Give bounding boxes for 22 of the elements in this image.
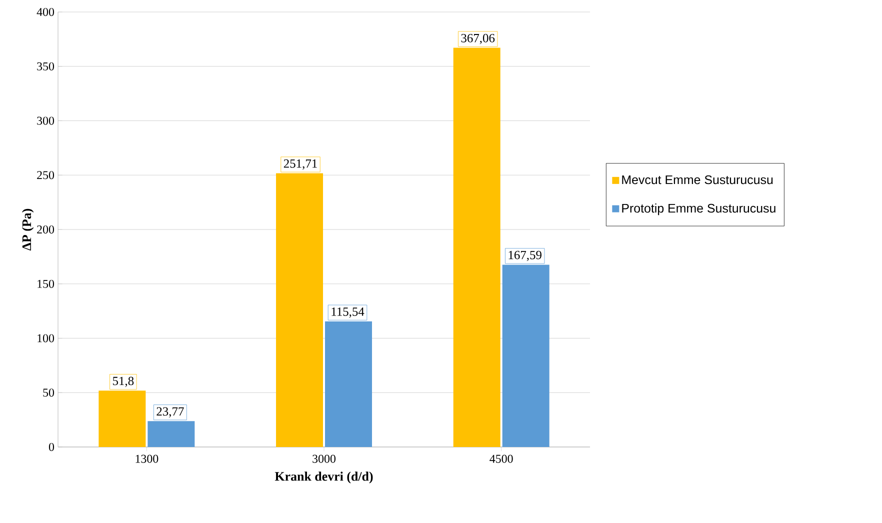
- y-tick-label: 0: [48, 442, 54, 452]
- x-tick-label: 4500: [490, 454, 513, 463]
- data-label: 251,71: [284, 159, 317, 170]
- legend-label: Mevcut Emme Susturucusu: [622, 175, 773, 184]
- y-tick-label: 100: [38, 334, 54, 342]
- y-tick-label: 300: [37, 116, 54, 125]
- x-tick-label: 3000: [312, 454, 336, 463]
- y-tick-label: 400: [36, 8, 54, 16]
- y-tick-label: 250: [37, 171, 54, 180]
- x-tick-label: 1300: [136, 454, 158, 463]
- x-axis-title: Krank devri (d/d): [274, 472, 373, 484]
- y-tick-label: 200: [37, 225, 54, 234]
- data-label: 115,54: [332, 308, 364, 318]
- y-tick-label: 50: [43, 388, 54, 397]
- y-tick-label: 350: [37, 62, 54, 70]
- legend-label: Prototip Emme Susturucusu: [622, 204, 776, 216]
- y-axis-title: ΔP (Pa): [22, 208, 34, 250]
- data-label: 167,59: [508, 250, 542, 262]
- y-tick-label: 150: [38, 280, 54, 288]
- data-label: 51,8: [113, 376, 134, 387]
- data-label: 367,06: [461, 34, 495, 44]
- data-label: 23,77: [156, 407, 184, 418]
